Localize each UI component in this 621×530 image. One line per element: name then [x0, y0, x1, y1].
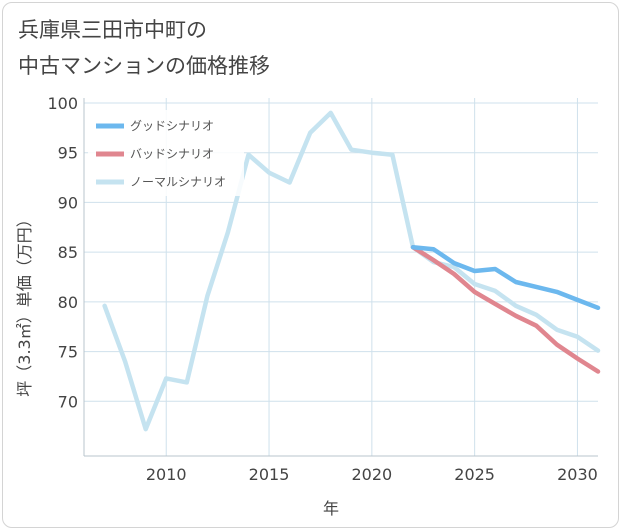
series-line-1 — [410, 244, 601, 374]
x-tick-label: 2025 — [454, 465, 495, 484]
y-tick-label: 95 — [58, 144, 78, 163]
legend-label-0: グッドシナリオ — [130, 119, 214, 133]
x-tick-label: 2010 — [146, 465, 187, 484]
x-tick-label: 2020 — [351, 465, 392, 484]
legend-label-2: ノーマルシナリオ — [130, 175, 226, 189]
x-axis-label: 年 — [323, 499, 339, 518]
y-axis-label: 坪（3.3㎡）単価（万円） — [15, 211, 34, 396]
tick-labels: 70 75 80 85 90 95 100 2010 2015 2020 2025 2030 — [47, 94, 597, 484]
y-tick-label: 70 — [58, 392, 78, 411]
x-tick-label: 2030 — [557, 465, 598, 484]
y-tick-label: 90 — [58, 193, 78, 212]
chart-title-line-2: 中古マンションの価格推移 — [18, 54, 270, 78]
y-tick-label: 80 — [58, 293, 78, 312]
x-tick-label: 2015 — [249, 465, 290, 484]
series-line-0 — [410, 244, 601, 311]
chart-title-line-1: 兵庫県三田市中町の — [18, 18, 207, 42]
series-lines — [102, 110, 601, 432]
y-tick-label: 100 — [47, 94, 78, 113]
legend-label-1: バッドシナリオ — [130, 147, 214, 161]
y-tick-label: 75 — [58, 343, 78, 362]
y-tick-label: 85 — [58, 243, 78, 262]
series-line-2 — [102, 110, 601, 432]
